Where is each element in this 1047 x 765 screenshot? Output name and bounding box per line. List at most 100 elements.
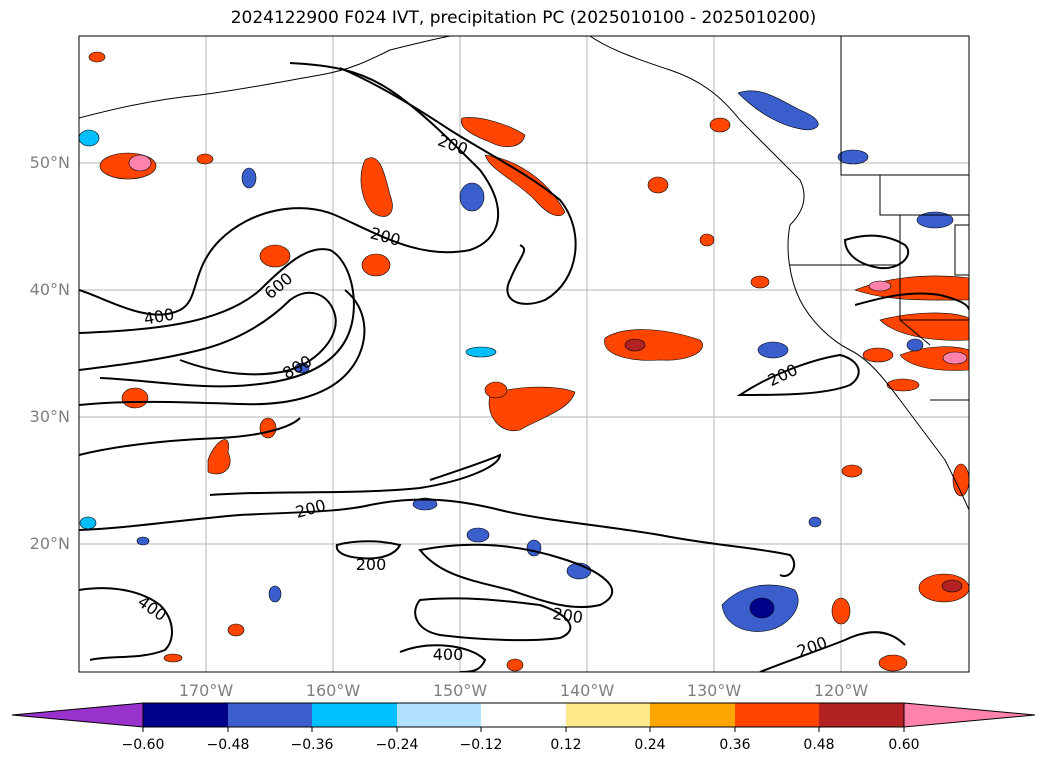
precip-positive-blob [604,329,703,361]
longitude-label: 170°W [178,681,234,700]
longitude-label: 150°W [432,681,488,700]
ivt-contour [339,67,577,305]
ivt-contour [418,543,614,609]
map-background [79,36,969,672]
colorbar-extend-low [11,702,144,728]
ivt-contour [414,597,572,642]
latitude-label: 50°N [29,153,70,172]
precip-positive-blob [647,176,669,194]
precip-negative-blob [79,516,97,530]
precip-positive-blob [841,464,863,478]
ivt-contour-label: 400 [433,645,464,664]
coastline [899,319,931,346]
ivt-contour [335,540,402,560]
colorbar-tick-label: −0.36 [290,737,334,753]
colorbar-tick-label: −0.24 [375,737,419,753]
precip-negative-blob [459,182,485,212]
precip-positive-blob [878,654,908,672]
longitude-label: 160°W [305,681,361,700]
precip-positive-blob [163,653,183,663]
coastline [79,36,451,119]
precip-negative-blob [526,539,542,557]
coastline [787,224,969,511]
precip-positive-blob [952,463,969,497]
ivt-contour [79,248,355,388]
ivt-contour [854,292,969,311]
colorbar-segment [735,703,820,727]
colorbar-tick-label: −0.48 [206,737,250,753]
precip-negative-blob [412,497,438,511]
precip-positive-blob [624,338,646,352]
precip-negative-blob [79,129,100,147]
precip-positive-blob [941,579,963,593]
precip-negative-blob [465,346,497,358]
precip-positive-blob [886,378,920,392]
precip-negative-blob [749,597,775,619]
ivt-contour [79,289,366,406]
coastline [879,175,969,216]
precip-negative-blob [737,90,819,131]
coastlines [79,36,969,511]
precip-negative-blob [916,211,954,229]
precip-negative-blob [808,516,822,528]
precip-positive-blob [121,387,149,409]
latitude-label: 40°N [29,280,70,299]
colorbar-segment [143,703,228,727]
colorbar-tick-label: 0.60 [888,737,920,753]
longitude-label: 120°W [813,681,869,700]
precip-positive-blob [128,154,152,172]
precip-positive-blob [862,347,894,363]
ivt-contour-label: 200 [356,555,387,574]
ivt-contour [843,234,910,270]
precip-negative-blob [906,338,924,352]
colorbar-segment [228,703,313,727]
precip-positive-blob [709,117,731,133]
precip-positive-blob [207,439,231,475]
ivt-contour [79,291,337,376]
latitude-label: 30°N [29,407,70,426]
precip-positive-blob [196,153,214,165]
precip-positive-blob [361,253,391,277]
longitude-label: 130°W [686,681,742,700]
colorbar-tick-label: −0.60 [121,737,165,753]
precip-positive-blob [227,623,245,637]
precip-positive-blob [461,117,526,148]
colorbar-segment [566,703,651,727]
colorbar-segment [397,703,482,727]
colorbar-tick-label: −0.12 [459,737,503,753]
coastline [954,224,969,276]
latitude-label: 20°N [29,534,70,553]
colorbar-extend-high [903,702,1036,728]
gridlines [79,36,969,672]
precip-positive-blob [484,154,566,216]
precip-positive-blob [750,275,770,289]
precip-negative-blob [268,585,282,603]
colorbar-tick-label: 0.36 [719,737,751,753]
precip-positive-blob [259,244,291,268]
precip-positive-blob [259,417,277,439]
precip-positive-blob [506,658,524,672]
precip-positive-blob [488,386,576,432]
precip-negative-blob [241,167,257,189]
ivt-contour-label: 200 [551,604,584,627]
colorbar-segment [819,703,904,727]
longitude-label: 140°W [559,681,615,700]
colorbar-tick-label: 0.12 [550,737,582,753]
colorbar-segment [481,703,566,727]
ivt-contour [79,587,173,661]
ivt-contours [79,62,969,672]
ivt-contour [79,62,499,316]
precip-positive-blob [942,351,968,365]
precip-positive-blob [831,597,851,625]
colorbar-segment [650,703,735,727]
colorbar-segment [312,703,397,727]
precip-positive-blob [484,381,508,399]
precip-positive-blob [360,157,393,217]
ivt-contour [209,453,502,496]
ivt-contour-labels: 200 200 200 200 200 200 200 400 400 400 … [134,131,830,664]
precip-negative-blob [466,527,490,543]
ivt-contour [759,631,906,672]
ivt-contour [79,498,796,577]
ivt-contour [79,417,301,456]
